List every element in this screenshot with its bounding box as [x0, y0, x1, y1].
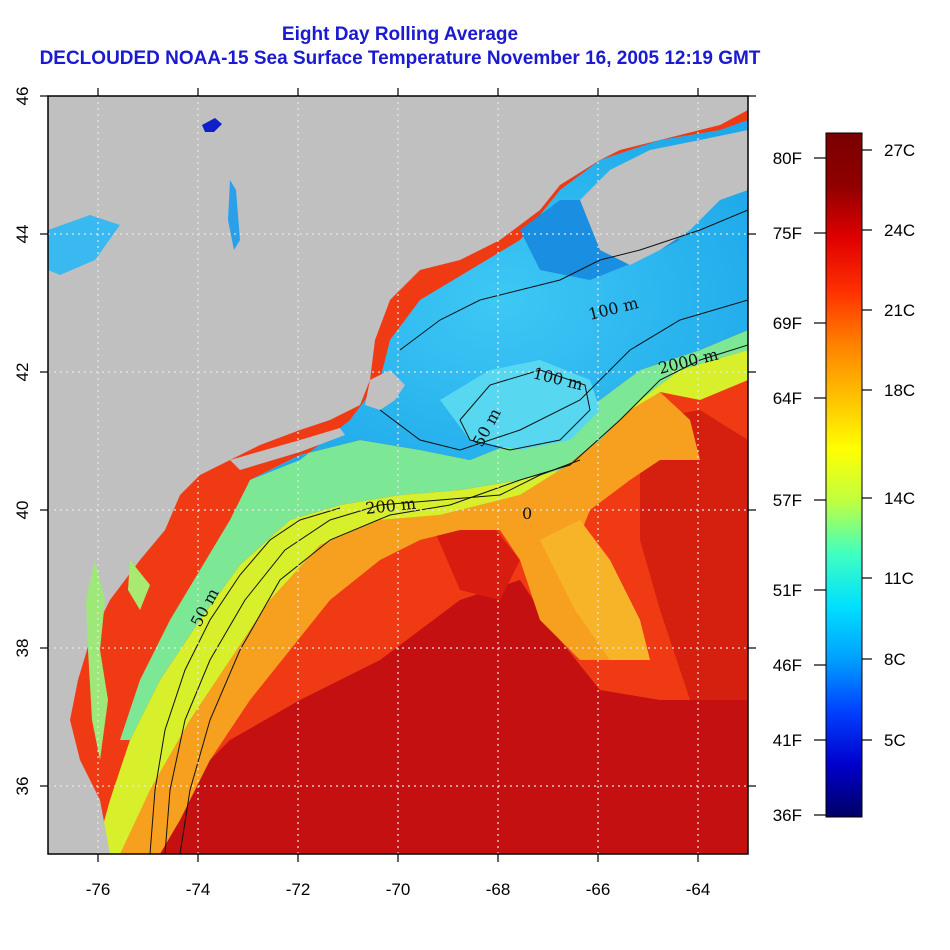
x-axis: [97, 88, 699, 862]
colorbar-f-label: 51F: [773, 581, 802, 600]
y-tick-label: 36: [13, 777, 32, 796]
x-tick-label: -70: [386, 880, 411, 899]
y-tick-label: 38: [13, 639, 32, 658]
long-island: [230, 428, 345, 470]
warm-core-ring: [540, 520, 650, 660]
cape-cod: [365, 370, 405, 410]
graticule: [48, 96, 748, 854]
x-tick-label: -76: [86, 880, 111, 899]
colorbar: [826, 133, 862, 817]
colorbar-ticks: [814, 149, 872, 816]
x-tick-label: -64: [686, 880, 711, 899]
colorbar-c-label: 27C: [884, 141, 915, 160]
shelf-water-yellow: [95, 350, 748, 854]
y-tick-label: 44: [13, 225, 32, 244]
delaware-bay-water: [128, 560, 150, 610]
slope-water-orange: [110, 392, 700, 854]
contour-inner-gom: [399, 209, 748, 351]
x-tick-label: -68: [486, 880, 511, 899]
chesapeake-water: [86, 560, 108, 760]
x-tick-label: -72: [286, 880, 311, 899]
contour-50m-shelf: [149, 507, 341, 854]
map-area: 50 m 200 m 100 m 2000 m 100 m 50 m 0: [48, 96, 748, 854]
y-tick-label: 46: [13, 87, 32, 106]
x-tick-label: -66: [586, 880, 611, 899]
shelf-water-green: [120, 330, 748, 740]
lake-ontario: [48, 215, 120, 275]
colorbar-f-label: 64F: [773, 389, 802, 408]
contour-100m-gom: [379, 299, 748, 451]
colorbar-c-label: 5C: [884, 731, 906, 750]
y-axis: [40, 95, 756, 787]
gulf-stream-core: [150, 580, 748, 854]
colorbar-c-label: 18C: [884, 381, 915, 400]
chart-title: Eight Day Rolling Average: [281, 24, 519, 45]
inland-lake-blue: [202, 118, 222, 132]
colorbar-c-label: 21C: [884, 301, 915, 320]
land-mass: [48, 96, 748, 854]
contour-200m: [164, 459, 581, 854]
y-tick-label: 40: [13, 501, 32, 520]
colorbar-f-label: 46F: [773, 656, 802, 675]
colorbar-f-label: 41F: [773, 731, 802, 750]
gulf-stream-east: [640, 410, 748, 700]
nova-scotia: [580, 130, 748, 265]
colorbar-frame: [825, 132, 863, 818]
colorbar-f-label: 36F: [773, 806, 802, 825]
lake-champlain: [228, 180, 240, 250]
colorbar-c-label: 11C: [884, 569, 914, 588]
y-tick-label: 42: [13, 363, 32, 382]
x-tick-label: -74: [186, 880, 211, 899]
colorbar-f-label: 57F: [773, 491, 802, 510]
colorbar-c-label: 24C: [884, 221, 915, 240]
colorbar-c-label: 8C: [884, 650, 906, 669]
chart-subtitle: DECLOUDED NOAA-15 Sea Surface Temperatur…: [39, 48, 761, 69]
colorbar-f-label: 69F: [773, 314, 802, 333]
georges-bank-shoal: [440, 360, 600, 450]
colorbar-c-label: 14C: [884, 489, 915, 508]
colorbar-f-label: 80F: [773, 149, 802, 168]
contour-georges: [459, 369, 591, 451]
colorbar-f-label: 75F: [773, 224, 802, 243]
contour-label-zero: 0: [522, 504, 532, 523]
